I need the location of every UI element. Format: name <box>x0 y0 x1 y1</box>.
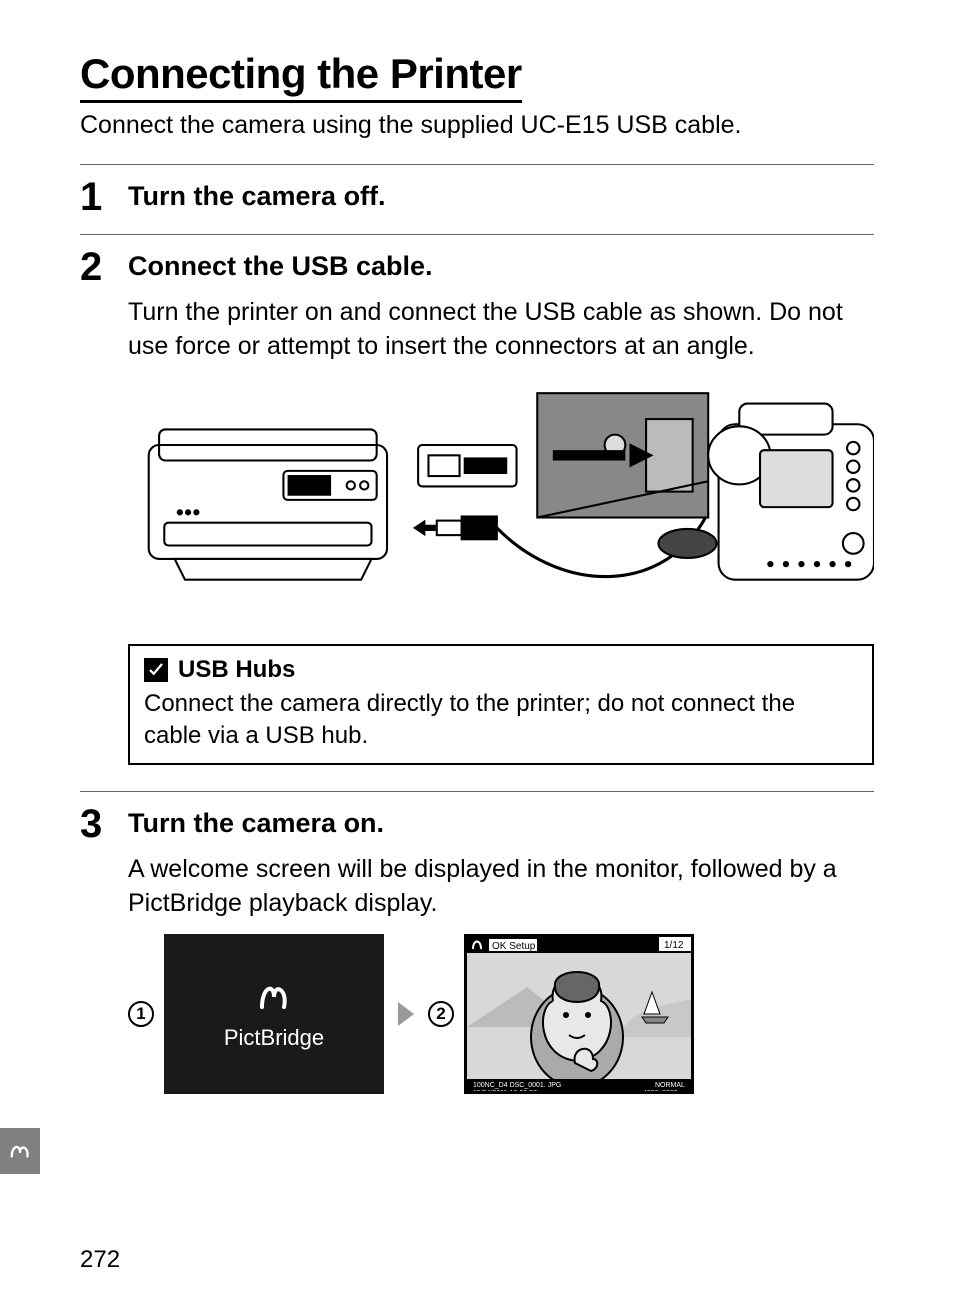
step-2: 2 Connect the USB cable. Turn the printe… <box>80 234 874 783</box>
svg-text:100NC_D4 DSC_0001. JPG: 100NC_D4 DSC_0001. JPG <box>473 1082 561 1089</box>
pictbridge-screen: PictBridge <box>164 934 384 1094</box>
note-title: USB Hubs <box>178 656 295 684</box>
count-label: 1/12 <box>664 940 684 951</box>
check-icon <box>144 658 168 682</box>
intro-text: Connect the camera using the supplied UC… <box>80 111 874 140</box>
step-title: Turn the camera off. <box>128 175 874 212</box>
step-text: A welcome screen will be displayed in th… <box>128 853 874 921</box>
svg-text:4928x3280: 4928x3280 <box>643 1090 678 1094</box>
step-text: Turn the printer on and connect the USB … <box>128 296 874 364</box>
step-title: Connect the USB cable. <box>128 245 874 282</box>
page-title: Connecting the Printer <box>80 50 522 103</box>
page-number: 272 <box>80 1246 120 1274</box>
step-number: 2 <box>80 245 128 783</box>
arrow-right-icon <box>398 1002 414 1026</box>
note-text: Connect the camera directly to the print… <box>144 688 858 750</box>
step-3: 3 Turn the camera on. A welcome screen w… <box>80 791 874 1095</box>
step-number: 3 <box>80 802 128 1095</box>
setup-label: OK Setup <box>492 941 536 952</box>
connection-icon <box>9 1140 31 1162</box>
playback-screen: OK Setup 1/12 <box>464 934 694 1094</box>
svg-text:NORMAL: NORMAL <box>655 1082 685 1089</box>
screen-label-1: 1 <box>128 1001 154 1027</box>
screens-row: 1 PictBridge 2 OK Setup 1/12 <box>128 934 874 1094</box>
pictbridge-icon <box>254 977 294 1017</box>
pictbridge-text: PictBridge <box>224 1025 324 1051</box>
screen-label-2: 2 <box>428 1001 454 1027</box>
section-tab <box>0 1128 40 1174</box>
step-1: 1 Turn the camera off. <box>80 164 874 226</box>
step-number: 1 <box>80 175 128 226</box>
step-title: Turn the camera on. <box>128 802 874 839</box>
note-box: USB Hubs Connect the camera directly to … <box>128 644 874 764</box>
connection-illustration <box>128 388 874 616</box>
svg-text:15/04/2011 10:02:27: 15/04/2011 10:02:27 <box>473 1090 537 1094</box>
